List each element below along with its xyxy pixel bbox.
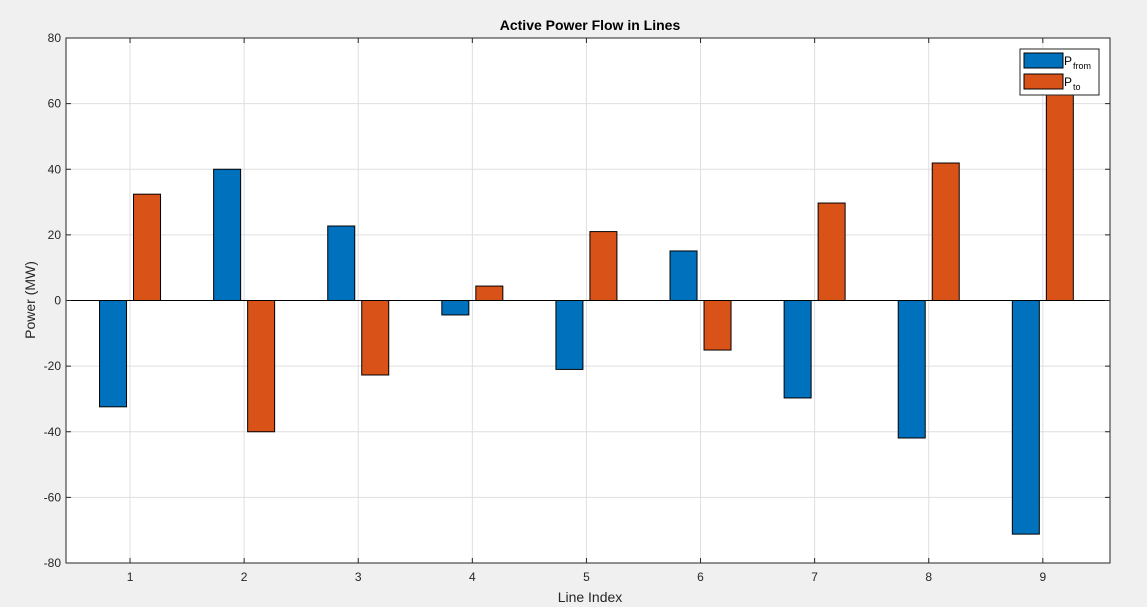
bar-p-to-line-3[interactable] (361, 300, 390, 376)
y-tick-label: -20 (44, 359, 62, 373)
y-tick-label: 0 (54, 294, 61, 308)
axis-ticks: -80 -60 -40 -20 0 20 40 60 80 1 2 3 4 5 6 7 8 9 (44, 31, 1110, 584)
legend-label-p-to-subscript: to (1073, 82, 1081, 92)
y-tick-label: 20 (48, 228, 62, 242)
x-axis-title: Line Index (558, 589, 623, 605)
y-tick-label: -40 (44, 425, 62, 439)
bars (99, 66, 1074, 535)
x-tick-label: 2 (241, 570, 248, 584)
bar-p-to-line-9[interactable] (1045, 66, 1074, 301)
bar-p-from-line-4[interactable] (441, 300, 470, 316)
y-tick-label: -80 (44, 556, 62, 570)
legend[interactable]: Pfrom Pto (1019, 48, 1100, 96)
bar-p-from-line-7[interactable] (783, 300, 812, 399)
y-axis-title: Power (MW) (22, 261, 38, 339)
bar-p-to-line-1[interactable] (133, 193, 162, 301)
bar-p-from-line-9[interactable] (1011, 300, 1040, 535)
legend-label-p-from-main: P (1064, 54, 1072, 68)
y-tick-label: 80 (48, 31, 62, 45)
legend-label-p-to: Pto (1064, 75, 1081, 92)
legend-label-p-from-subscript: from (1073, 61, 1091, 71)
bar-p-to-line-6[interactable] (703, 300, 732, 351)
x-tick-label: 1 (127, 570, 134, 584)
bar-p-from-line-2[interactable] (213, 168, 242, 301)
x-tick-label: 3 (355, 570, 362, 584)
y-tick-label: 60 (48, 97, 62, 111)
x-tick-label: 5 (583, 570, 590, 584)
legend-label-p-to-main: P (1064, 75, 1072, 89)
bar-p-from-line-5[interactable] (555, 300, 584, 370)
bar-p-from-line-3[interactable] (327, 225, 356, 301)
legend-swatch-p-from (1023, 52, 1064, 69)
bar-p-from-line-1[interactable] (99, 300, 128, 408)
legend-label-p-from: Pfrom (1064, 54, 1091, 71)
x-tick-label: 6 (697, 570, 704, 584)
bar-p-from-line-6[interactable] (669, 250, 698, 301)
y-tick-label: -60 (44, 490, 62, 504)
legend-swatch-p-to (1023, 73, 1064, 90)
x-tick-label: 7 (811, 570, 818, 584)
x-tick-label: 4 (469, 570, 476, 584)
bar-p-to-line-2[interactable] (247, 300, 276, 433)
x-tick-label: 9 (1039, 570, 1046, 584)
y-tick-label: 40 (48, 162, 62, 176)
bar-p-to-line-7[interactable] (817, 202, 846, 301)
bar-p-to-line-8[interactable] (931, 162, 960, 301)
bar-p-from-line-8[interactable] (897, 300, 926, 439)
chart-title: Active Power Flow in Lines (500, 17, 681, 33)
x-tick-label: 8 (925, 570, 932, 584)
bar-p-to-line-5[interactable] (589, 231, 618, 301)
bar-p-to-line-4[interactable] (475, 285, 504, 301)
